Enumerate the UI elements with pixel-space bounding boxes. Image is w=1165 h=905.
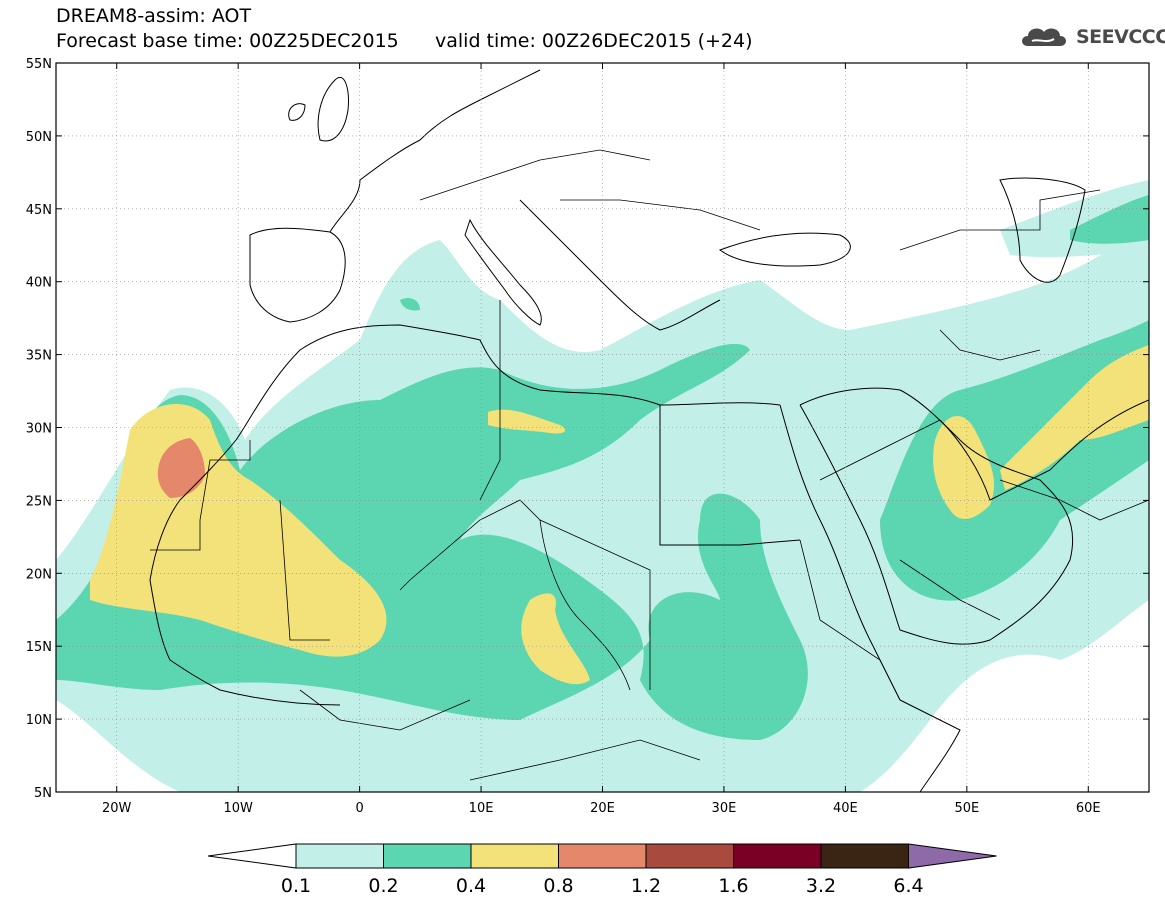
lat-label: 20N [26,567,52,582]
colorbar-swatch-4 [645,843,734,869]
longitude-axis: 20W 10W 0 10E 20E 30E 40E 50E 60E [102,63,1101,816]
seevccc-logo: SEEVCCC [1018,24,1165,50]
colorbar-low-arrow [207,843,297,869]
base-time-label: Forecast base time: 00Z25DEC2015 [56,30,399,52]
lat-label: 10N [26,713,52,728]
lon-label: 10W [223,801,253,816]
lat-label: 55N [26,57,52,72]
lat-label: 50N [26,130,52,145]
lon-label: 40E [833,801,858,816]
lat-label: 30N [26,422,52,437]
lon-label: 20E [590,801,615,816]
colorbar-swatch-5 [733,843,822,869]
lon-label: 50E [954,801,979,816]
lon-label: 20W [102,801,132,816]
valid-time-label: valid time: 00Z26DEC2015 (+24) [435,30,753,52]
lat-label: 45N [26,203,52,218]
lat-label: 35N [26,349,52,364]
borders [150,149,1149,781]
colorbar-swatch-6 [820,843,909,869]
lat-label: 15N [26,640,52,655]
colorbar-label: 6.4 [893,875,923,897]
time-info: Forecast base time: 00Z25DEC2015 valid t… [56,30,753,52]
colorbar-label: 0.1 [281,875,311,897]
colorbar-label: 3.2 [806,875,836,897]
colorbar-high-arrow [908,843,997,869]
lon-label: 30E [712,801,737,816]
cloud-logo-icon [1022,28,1066,46]
lat-label: 25N [26,494,52,509]
colorbar-swatch-3 [558,843,647,869]
colorbar-label: 0.2 [368,875,398,897]
map-title: DREAM8-assim: AOT [56,5,252,27]
lon-label: 0 [355,801,363,816]
lat-label: 40N [26,276,52,291]
aot-field [56,180,1149,792]
lon-label: 60E [1076,801,1101,816]
colorbar-label: 0.8 [543,875,573,897]
colorbar-label: 0.4 [456,875,486,897]
colorbar-label: 1.6 [718,875,748,897]
colorbar-label: 1.2 [631,875,661,897]
latitude-axis: 55N 50N 45N 40N 35N 30N 25N 20N 15N 10N 5N [26,57,1149,801]
colorbar-swatch-1 [383,843,472,869]
colorbar: 0.1 0.2 0.4 0.8 1.2 1.6 3.2 6.4 [207,843,997,897]
gridlines [56,62,1149,793]
lat-label: 5N [34,786,52,801]
logo-text: SEEVCCC [1076,26,1165,48]
aot-level-0-8 [157,438,205,498]
lon-label: 10E [469,801,494,816]
colorbar-swatch-2 [470,843,559,869]
colorbar-swatch-0 [295,843,384,869]
